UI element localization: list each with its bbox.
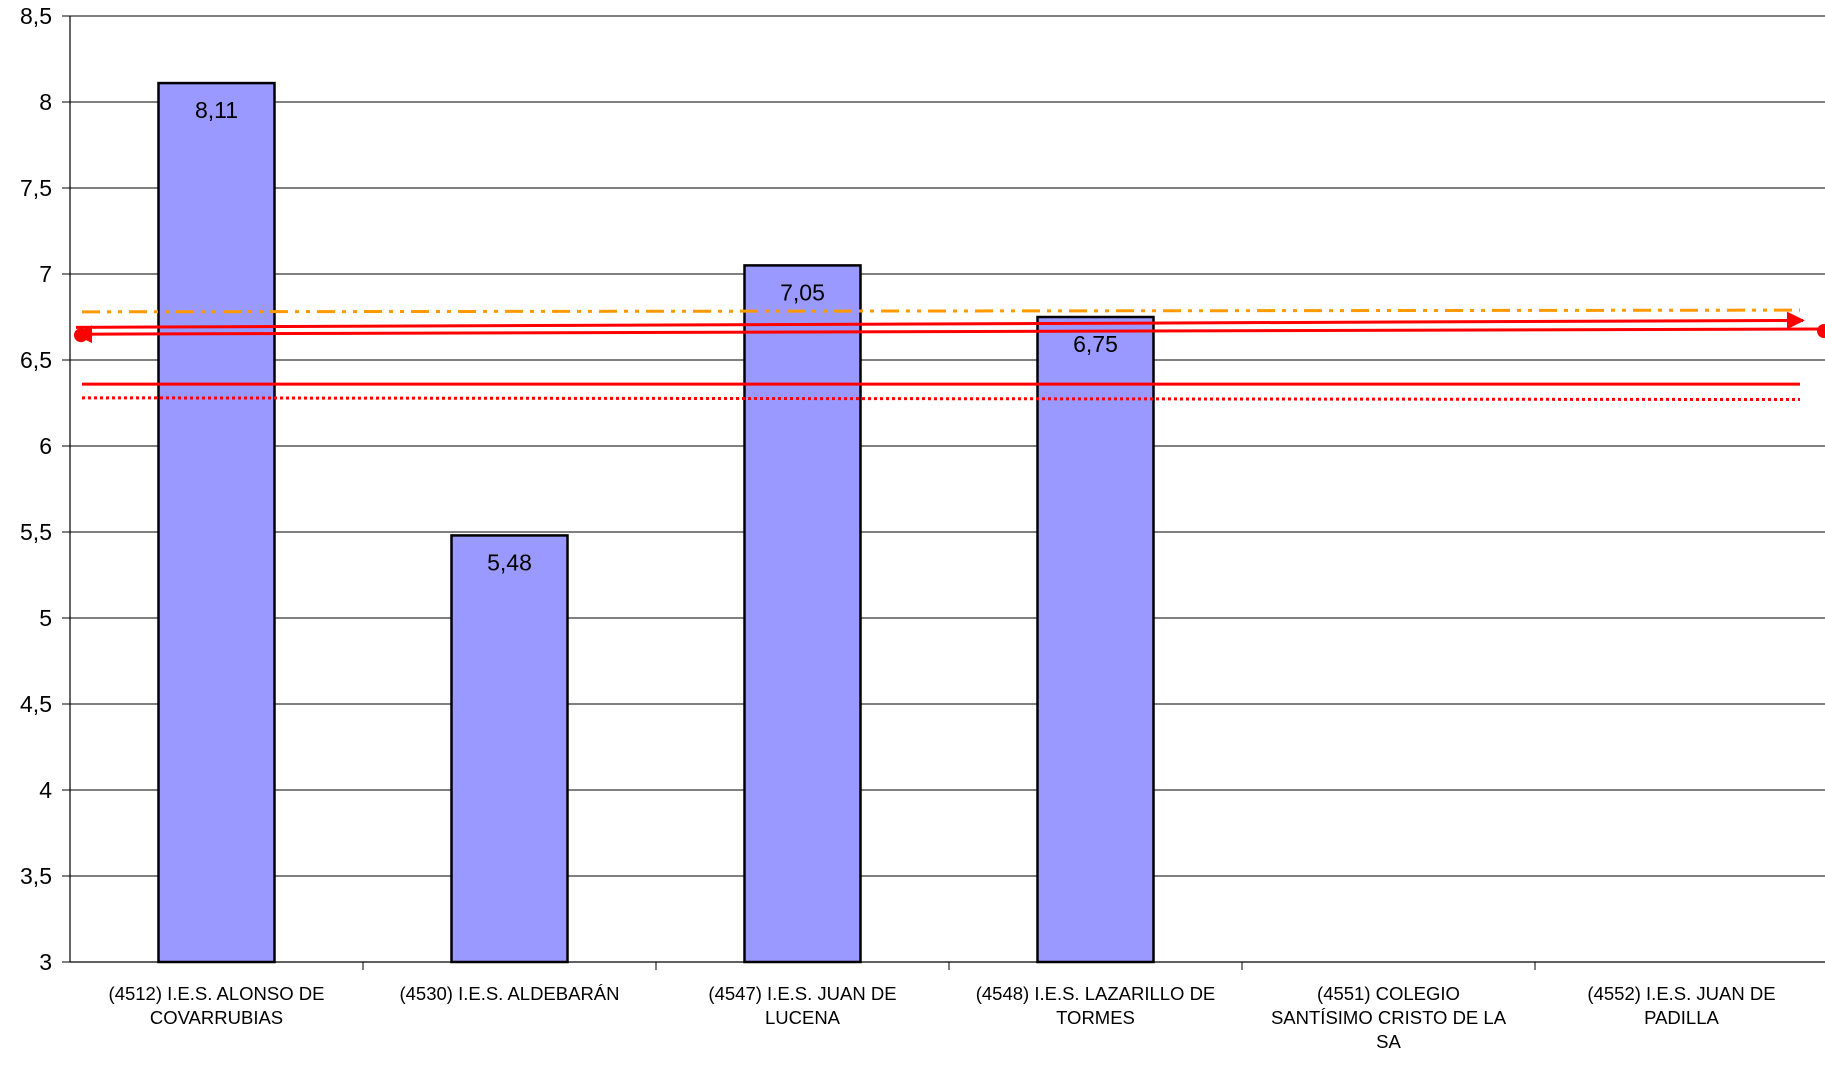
bar [450, 534, 569, 964]
bar [157, 81, 276, 964]
reference-line-dot [74, 328, 88, 343]
data-label: 6,75 [1073, 331, 1118, 357]
x-tick-label: TORMES [1056, 1007, 1135, 1028]
y-tick-label: 3,5 [20, 863, 52, 889]
y-tick-label: 7,5 [20, 175, 52, 201]
x-tick-label: (4551) COLEGIO [1317, 983, 1460, 1004]
y-tick-label: 8 [39, 89, 52, 115]
y-tick-label: 4 [39, 777, 52, 803]
y-tick-label: 3 [39, 949, 52, 975]
y-tick-label: 4,5 [20, 691, 52, 717]
data-label: 5,48 [487, 549, 532, 575]
y-tick-label: 5,5 [20, 519, 52, 545]
y-tick-label: 7 [39, 261, 52, 287]
x-tick-label: (4548) I.E.S. LAZARILLO DE [976, 983, 1216, 1004]
x-tick-label: SANTÍSIMO CRISTO DE LA [1271, 1007, 1507, 1028]
x-tick-label: (4552) I.E.S. JUAN DE [1587, 983, 1775, 1004]
y-tick-label: 6 [39, 433, 52, 459]
y-tick-label: 5 [39, 605, 52, 631]
x-tick-label: (4530) I.E.S. ALDEBARÁN [399, 983, 619, 1004]
x-tick-label: COVARRUBIAS [150, 1007, 283, 1028]
data-label: 7,05 [780, 279, 825, 305]
x-tick-label: (4547) I.E.S. JUAN DE [708, 983, 896, 1004]
bar [1036, 315, 1155, 964]
bar [743, 264, 862, 964]
reference-line [81, 396, 1801, 402]
reference-line [74, 325, 1822, 344]
x-tick-label: LUCENA [765, 1007, 841, 1028]
x-tick-label: SA [1376, 1031, 1401, 1052]
y-tick-label: 8,5 [20, 3, 52, 29]
data-label: 8,11 [195, 97, 238, 123]
x-tick-label: PADILLA [1644, 1007, 1719, 1028]
reference-line [81, 308, 1801, 314]
x-tick-label: (4512) I.E.S. ALONSO DE [109, 983, 325, 1004]
y-tick-label: 6,5 [20, 347, 52, 373]
reference-line [75, 311, 1805, 330]
reference-line-dot [1817, 324, 1825, 339]
